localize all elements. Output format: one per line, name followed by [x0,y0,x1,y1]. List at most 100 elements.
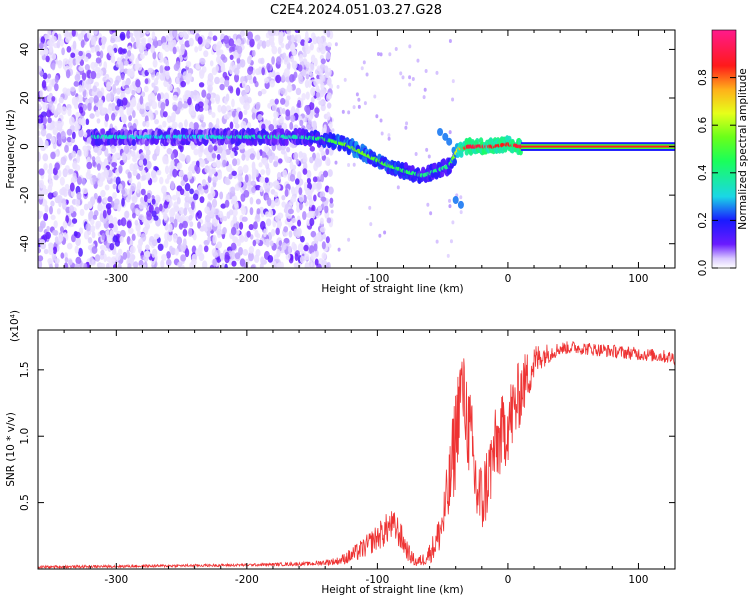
noise-cell [297,99,302,108]
noise-cell [394,46,398,51]
noise-cell [171,194,178,201]
noise-cell [326,217,332,224]
noise-cell [65,69,71,79]
noise-cell [201,89,207,98]
noise-cell [178,152,183,161]
noise-cell [289,121,294,130]
noise-cell [50,151,56,160]
noise-cell [117,183,123,191]
signal-cell [100,128,106,136]
noise-cell [347,162,351,167]
noise-cell [316,78,321,84]
noise-cell [224,179,231,186]
noise-cell [40,111,47,118]
noise-cell [184,119,188,128]
noise-cell [173,233,178,243]
noise-cell [267,102,272,109]
colorbar-label: Normalized spectral amplitude [737,68,749,229]
noise-cell [253,221,258,230]
signal-cell [437,128,444,136]
noise-cell [216,153,221,161]
noise-cell [250,180,257,186]
noise-cell [73,80,80,87]
noise-cell [88,211,94,220]
noise-cell [107,214,114,223]
noise-cell [279,30,284,37]
noise-cell [143,85,149,93]
noise-cell [328,186,334,195]
noise-cell [159,203,163,212]
noise-cell [178,122,184,129]
bottom-xticks: -300 -200 -100 0 100 [37,330,666,586]
noise-cell [256,151,261,161]
noise-cell [315,158,322,168]
noise-cell [191,144,195,150]
noise-cell [221,262,226,268]
noise-cell [295,158,300,165]
noise-cell [153,77,159,86]
noise-cell [86,137,92,145]
noise-cell [94,66,101,73]
noise-cell [63,188,68,198]
noise-cell [137,238,143,246]
noise-cell [131,97,136,106]
noise-cell [291,60,298,70]
noise-cell [126,220,132,229]
noise-cell [273,191,278,198]
noise-cell [190,30,195,35]
noise-cell [47,257,53,264]
noise-cell [199,69,205,76]
noise-cell [313,194,317,202]
noise-cell [78,50,83,57]
noise-cell [261,67,265,76]
noise-cell [277,212,284,219]
noise-cell [302,210,307,221]
noise-cell [347,110,351,115]
noise-cell [355,92,359,97]
noise-cell [125,87,131,95]
noise-cell [57,104,62,113]
noise-cell [278,36,284,43]
noise-cell [277,158,283,164]
noise-cell [380,131,384,136]
noise-cell [317,205,323,212]
noise-cell [66,242,73,250]
noise-cell [139,107,145,115]
noise-cell [91,246,98,254]
noise-cell [230,226,237,236]
noise-cell [47,73,52,79]
noise-cell [322,233,327,240]
noise-cell [251,50,256,57]
noise-cell [276,56,282,65]
noise-cell [209,264,215,268]
noise-cell [197,36,203,45]
noise-cell [266,62,271,71]
noise-cell [280,42,285,49]
noise-cell [172,30,178,38]
top-ylabel: Frequency (Hz) [5,109,17,188]
noise-cell [59,176,65,186]
noise-cell [294,186,298,196]
spectrogram-cells [38,30,675,268]
noise-cell [166,174,172,180]
noise-cell [110,200,115,208]
noise-cell [112,83,116,92]
noise-cell [236,239,242,247]
noise-cell [238,110,243,120]
noise-cell [57,33,62,42]
noise-cell [242,164,249,174]
noise-cell [177,72,182,79]
noise-cell [115,176,121,186]
noise-cell [99,50,104,59]
noise-cell [176,162,183,170]
noise-cell [87,102,92,112]
noise-cell [180,243,186,252]
noise-cell [241,153,246,161]
noise-cell [50,200,55,207]
noise-cell [197,221,201,229]
noise-cell [57,59,63,69]
noise-cell [123,145,130,155]
noise-cell [260,169,266,175]
noise-cell [319,146,324,153]
noise-cell [38,259,43,268]
